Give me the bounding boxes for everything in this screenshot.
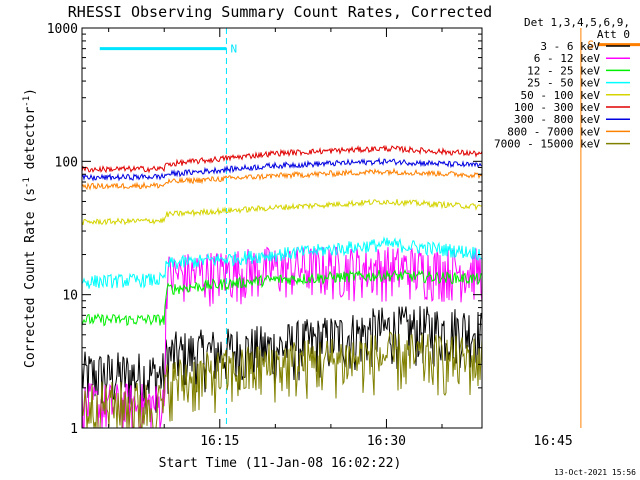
legend-label: 12 - 25 keV <box>527 64 600 77</box>
legend-label: 100 - 300 keV <box>514 101 600 114</box>
footer-timestamp: 13-Oct-2021 15:56 <box>554 468 636 477</box>
chart-title: RHESSI Observing Summary Count Rates, Co… <box>68 3 492 21</box>
legend-header: Att 0 <box>597 28 630 41</box>
plot-frame <box>81 27 483 429</box>
legend-label: 800 - 7000 keV <box>507 125 600 138</box>
series-line <box>82 157 482 182</box>
legend-label: 3 - 6 keV <box>540 40 600 53</box>
series-line <box>82 331 482 428</box>
series-line <box>82 167 482 191</box>
x-tick-label: 16:15 <box>200 434 239 449</box>
legend-label: 7000 - 15000 keV <box>494 138 600 151</box>
series-layer <box>82 144 482 428</box>
y-tick-label: 100 <box>55 155 78 170</box>
series-line <box>82 144 482 174</box>
x-axis-label: Start Time (11-Jan-08 16:02:22) <box>159 456 402 471</box>
series-line <box>82 198 482 226</box>
x-tick-label: 16:45 <box>534 434 573 449</box>
flag-label: S <box>588 39 595 52</box>
x-tick-label: 16:30 <box>367 434 406 449</box>
legend-label: 25 - 50 keV <box>527 77 600 90</box>
attenuator-flags: NNS <box>99 39 640 56</box>
legend-label: 300 - 800 keV <box>514 113 600 126</box>
legend-label: 50 - 100 keV <box>521 89 601 102</box>
flag-label: N <box>230 43 237 56</box>
y-tick-label: 1 <box>70 422 78 437</box>
legend-label: 6 - 12 keV <box>534 52 601 65</box>
y-tick-label: 10 <box>62 289 78 304</box>
y-tick-label: 1000 <box>47 22 78 37</box>
series-line <box>82 268 482 327</box>
y-axis-label: Corrected Count Rate (s-1 detector-1) <box>22 88 38 368</box>
y-axis: 1 10 100 1000 <box>47 22 482 437</box>
legend-header: Det 1,3,4,5,6,9, <box>524 16 630 29</box>
series-line <box>82 236 482 289</box>
